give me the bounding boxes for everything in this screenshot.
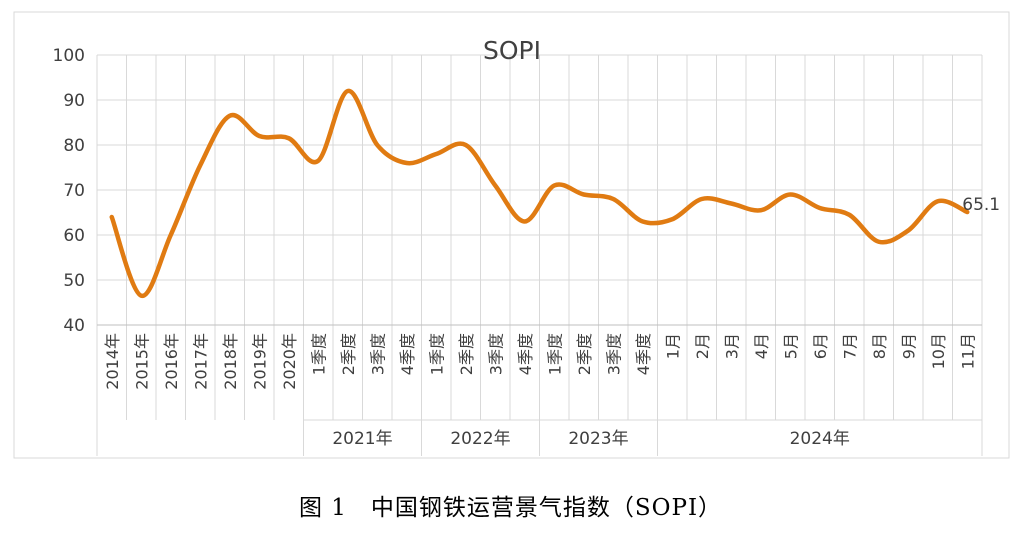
y-tick-label: 80 xyxy=(63,136,85,156)
x-tick-label: 2016年 xyxy=(162,333,181,390)
x-tick-label: 2020年 xyxy=(280,333,299,390)
x-tick-label: 2月 xyxy=(693,333,712,359)
data-point xyxy=(936,199,940,203)
data-point xyxy=(110,215,114,219)
x-tick-label: 2季度 xyxy=(575,333,594,375)
x-tick-label: 3季度 xyxy=(368,333,387,375)
data-point xyxy=(139,294,143,298)
chart-title: SOPI xyxy=(483,36,541,65)
y-tick-label: 60 xyxy=(63,226,85,246)
data-point xyxy=(198,163,202,167)
data-point xyxy=(257,134,261,138)
x-tick-label: 7月 xyxy=(840,333,859,359)
data-point xyxy=(906,229,910,233)
x-group-label: 2021年 xyxy=(332,429,392,449)
x-tick-label: 6月 xyxy=(811,333,830,359)
data-point xyxy=(375,143,379,147)
y-tick-label: 100 xyxy=(53,46,85,66)
y-tick-label: 90 xyxy=(63,91,85,111)
x-tick-label: 2季度 xyxy=(339,333,358,375)
x-tick-label: 3月 xyxy=(722,333,741,359)
x-group-label: 2024年 xyxy=(790,429,850,449)
x-tick-label: 4月 xyxy=(752,333,771,359)
data-point xyxy=(346,89,350,93)
x-tick-label: 4季度 xyxy=(634,333,653,375)
data-point xyxy=(670,217,674,221)
y-tick-label: 70 xyxy=(63,181,85,201)
data-point xyxy=(316,159,320,163)
data-point xyxy=(464,143,468,147)
x-tick-label: 5月 xyxy=(781,333,800,359)
data-point xyxy=(611,197,615,201)
x-tick-label: 1月 xyxy=(663,333,682,359)
data-point xyxy=(228,114,232,118)
data-point xyxy=(169,233,173,237)
x-tick-label: 9月 xyxy=(899,333,918,359)
x-tick-label: 2015年 xyxy=(132,333,151,390)
x-tick-label: 2018年 xyxy=(221,333,240,390)
data-point xyxy=(877,240,881,244)
data-point xyxy=(759,208,763,212)
x-tick-label: 1季度 xyxy=(545,333,564,375)
figure-caption: 图 1 中国钢铁运营景气指数（SOPI） xyxy=(298,495,723,521)
x-tick-label: 11月 xyxy=(958,333,977,369)
data-point xyxy=(523,220,527,224)
x-tick-label: 1季度 xyxy=(309,333,328,375)
data-point xyxy=(700,197,704,201)
x-group-label: 2022年 xyxy=(450,429,510,449)
data-point xyxy=(405,161,409,165)
data-point xyxy=(287,136,291,140)
x-tick-label: 10月 xyxy=(929,333,948,369)
x-tick-label: 3季度 xyxy=(604,333,623,375)
data-label: 65.1 xyxy=(962,195,1000,215)
x-tick-label: 2017年 xyxy=(191,333,210,390)
x-tick-label: 4季度 xyxy=(398,333,417,375)
data-point xyxy=(847,213,851,217)
x-tick-label: 3季度 xyxy=(486,333,505,375)
x-tick-label: 1季度 xyxy=(427,333,446,375)
data-point xyxy=(818,206,822,210)
data-point xyxy=(641,220,645,224)
data-point xyxy=(493,184,497,188)
x-tick-label: 2019年 xyxy=(250,333,269,390)
x-tick-label: 8月 xyxy=(870,333,889,359)
x-tick-label: 2014年 xyxy=(103,333,122,390)
data-point xyxy=(788,193,792,197)
data-point xyxy=(582,193,586,197)
x-tick-label: 2季度 xyxy=(457,333,476,375)
series-line xyxy=(109,88,970,298)
y-tick-label: 50 xyxy=(63,271,85,291)
data-point xyxy=(434,152,438,156)
x-group-label: 2023年 xyxy=(568,429,628,449)
x-tick-label: 4季度 xyxy=(516,333,535,375)
data-point xyxy=(552,184,556,188)
data-point xyxy=(729,202,733,206)
y-tick-label: 40 xyxy=(63,316,85,336)
